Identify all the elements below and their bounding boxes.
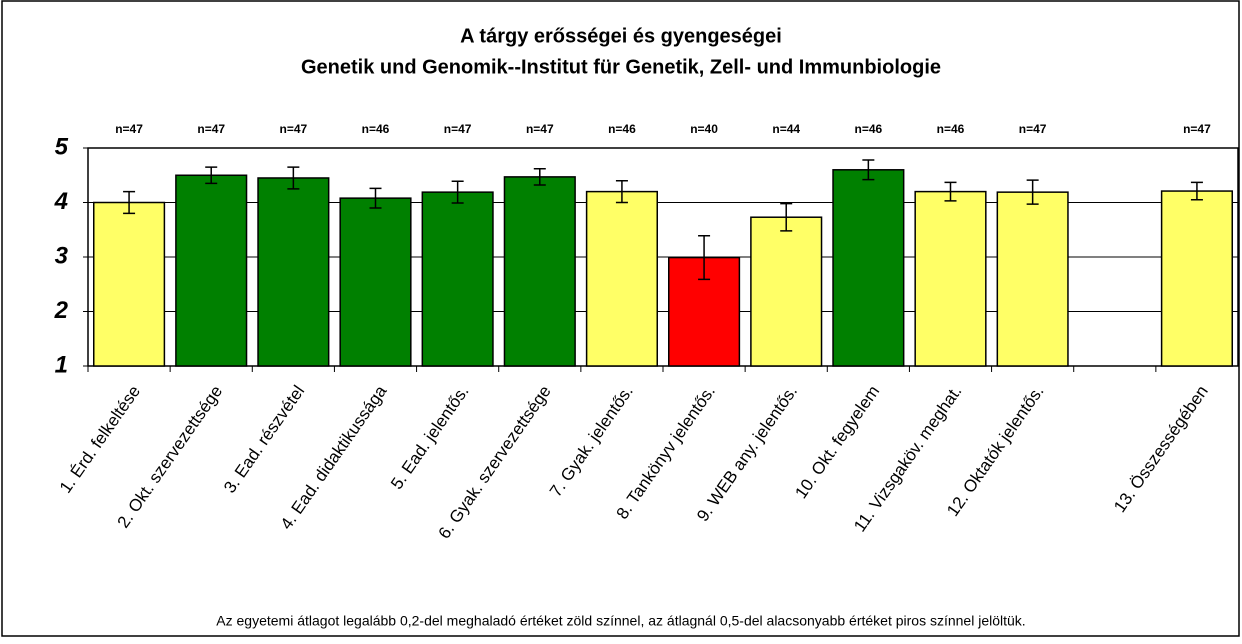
error-bar [287,166,300,190]
error-bar [533,167,546,186]
error-bar [1026,179,1039,205]
y-tick-label: 5 [55,133,69,160]
bar [832,169,905,367]
bar [996,191,1069,367]
error-bar [123,190,136,215]
error-bar [205,166,218,185]
n-label: n=40 [690,122,718,136]
error-bar [1190,181,1203,201]
n-label: n=46 [937,122,965,136]
n-label: n=47 [197,122,225,136]
error-bar [862,159,875,181]
bar [585,190,658,367]
bar [503,176,576,367]
chart-title: A tárgy erősségei és gyengeségei [460,25,782,47]
n-label: n=46 [855,122,883,136]
n-label: n=47 [1019,122,1047,136]
n-label: n=46 [362,122,390,136]
n-label: n=44 [772,122,800,136]
bar [750,216,823,367]
n-label: n=47 [526,122,554,136]
error-bar [698,234,711,281]
bar [93,201,166,367]
n-label: n=47 [115,122,143,136]
chart-subtitle: Genetik und Genomik--Institut für Geneti… [301,56,941,78]
bar [421,191,494,367]
error-bar [615,179,628,204]
n-label: n=47 [280,122,308,136]
error-bar [369,187,382,209]
y-tick-label: 3 [55,242,69,269]
bar [1160,190,1234,367]
error-bar [780,202,793,232]
y-tick-label: 2 [54,297,69,324]
bar [914,190,987,367]
y-tick-label: 1 [55,351,68,378]
error-bar [944,181,957,202]
bar [257,177,330,367]
n-label: n=47 [1183,122,1211,136]
footnote: Az egyetemi átlagot legalább 0,2-del meg… [216,613,1025,629]
n-label: n=46 [608,122,636,136]
y-tick-label: 4 [54,188,68,215]
bar [175,174,248,367]
n-label: n=47 [444,122,472,136]
error-bar [451,180,464,204]
bar [339,197,412,367]
